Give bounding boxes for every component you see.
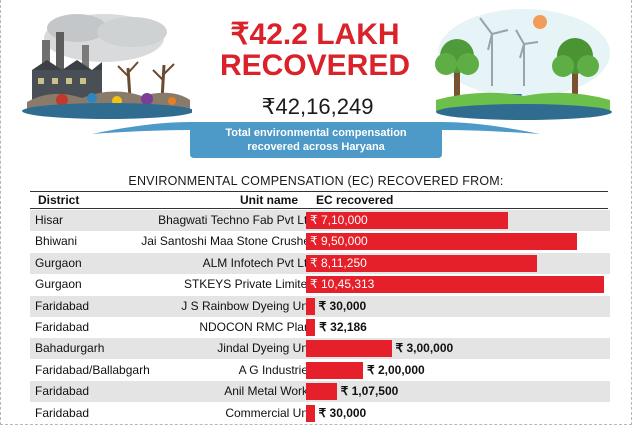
ec-value-label: ₹ 1,07,500 [340,384,399,399]
unit-cell: J S Rainbow Dyeing Unit [181,298,314,313]
ec-bar [306,340,392,358]
ec-value-label: ₹ 8,11,250 [310,255,367,270]
ec-bar [306,383,337,401]
unit-cell: Jindal Dyeing Unit [217,341,314,356]
green-energy-landscape-illustration-icon [435,9,612,120]
column-header-unit: Unit name [240,193,299,207]
district-cell: Hisar [35,213,64,227]
ec-value-label: ₹ 32,186 [319,320,367,334]
ec-bar: ₹ 7,10,000 [306,212,509,229]
table-row: Bahadurgarh Jindal Dyeing Unit ₹ 3,00,000 [30,338,610,360]
ec-value-label: ₹ 30,000 [318,405,367,420]
caption-line-2: recovered across Haryana [247,141,385,153]
ec-bar: ₹ 10,45,313 [306,276,604,294]
unit-cell: Jai Santoshi Maa Stone Crusher [141,234,314,249]
unit-cell: Anil Metal Works [224,384,314,399]
ec-bar [306,404,315,422]
ec-bar [306,319,316,336]
ec-bar [306,297,315,315]
table-row: Hisar Bhagwati Techno Fab Pvt Ltd ₹ 7,10,0… [30,210,610,231]
table-row: Faridabad Anil Metal Works ₹ 1,07,500 [30,381,610,403]
ec-value-label: ₹ 3,00,000 [395,341,454,356]
ec-bar [306,361,364,379]
district-cell: Faridabad [35,405,90,420]
ec-bar: ₹ 9,50,000 [306,233,577,251]
unit-cell: Bhagwati Techno Fab Pvt Ltd [158,213,314,227]
caption-banner [92,122,540,158]
district-cell: Gurgaon [35,277,82,292]
table-row: Faridabad J S Rainbow Dyeing Unit ₹ 30,000 [30,295,610,317]
district-cell: Bhiwani [35,234,78,249]
total-amount: ₹42,16,249 [261,94,374,119]
table-row: Gurgaon STKEYS Private Limited ₹ 10,45,313 [30,274,610,295]
unit-cell: STKEYS Private Limited [183,277,314,292]
ec-value-label: ₹ 10,45,313 [310,277,375,292]
headline-line-2: RECOVERED [219,49,411,82]
unit-cell: NDOCON RMC Plant [199,320,314,334]
unit-cell: A G Industries [238,362,314,377]
ec-value-label: ₹ 30,000 [318,298,367,313]
polluted-factory-illustration-icon [22,14,192,119]
column-header-ec: EC recovered [316,193,394,207]
column-header-district: District [38,193,80,207]
headline-line-1: ₹42.2 LAKH [230,18,400,51]
ec-value-label: ₹ 9,50,000 [310,234,368,249]
table-row: Faridabad Commercial Unit ₹ 30,000 [30,403,610,424]
table-header-rule [30,208,608,209]
district-cell: Gurgaon [35,255,82,270]
district-cell: Bahadurgarh [35,341,105,356]
caption-line-1: Total environmental compensation [225,127,407,139]
table-row: Faridabad/Ballabgarh A G Industries ₹ 2,00… [30,360,610,381]
table-row: Gurgaon ALM Infotech Pvt Ltd ₹ 8,11,250 [30,252,610,274]
ec-value-label: ₹ 2,00,000 [367,362,425,377]
unit-cell: ALM Infotech Pvt Ltd [202,255,314,270]
table-title: ENVIRONMENTAL COMPENSATION (EC) RECOVERE… [128,174,504,188]
unit-cell: Commercial Unit [225,405,314,420]
district-cell: Faridabad/Ballabgarh [35,362,150,377]
table-row: Bhiwani Jai Santoshi Maa Stone Crusher ₹ 9… [30,231,610,252]
caption-text: Total environmental compensation recover… [190,126,442,154]
ec-bar: ₹ 8,11,250 [306,254,538,272]
table-top-rule [30,191,608,192]
district-cell: Faridabad [35,320,90,334]
table-row: Faridabad NDOCON RMC Plant ₹ 32,186 [30,317,610,338]
district-cell: Faridabad [35,384,90,399]
district-cell: Faridabad [35,298,90,313]
ec-value-label: ₹ 7,10,000 [310,213,368,227]
